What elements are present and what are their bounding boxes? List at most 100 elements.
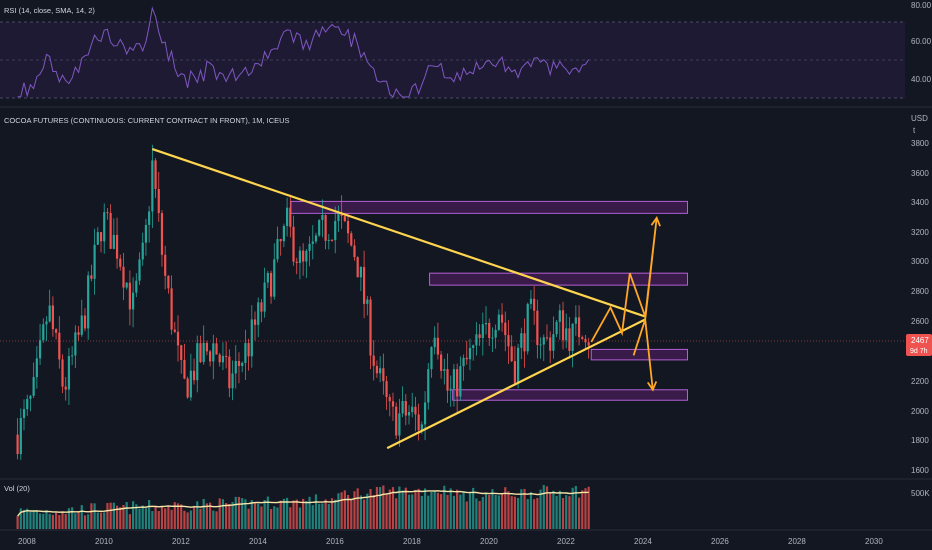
price-axis: 3800 3600 3400 3200 3000 2800 2600 2400 … <box>911 139 929 475</box>
volume-bar <box>456 489 459 529</box>
candle-body <box>356 257 359 278</box>
candle-body <box>484 322 488 325</box>
candle-body <box>388 396 391 402</box>
price-tick: 3400 <box>911 198 929 207</box>
candle-body <box>16 434 19 455</box>
volume-bar <box>523 488 526 529</box>
volume-ma-line <box>17 490 589 517</box>
arrowhead <box>646 381 658 392</box>
volume-bar <box>257 503 260 529</box>
candle-body <box>465 357 468 360</box>
volume-bar <box>115 505 119 529</box>
projection-path[interactable] <box>590 217 658 390</box>
candle-body <box>138 259 141 281</box>
candle-body <box>420 424 423 431</box>
candle-body <box>526 303 529 352</box>
candle-body <box>427 369 430 403</box>
candle-body <box>237 360 241 367</box>
candle-body <box>504 322 507 336</box>
volume-bar <box>577 497 581 529</box>
volume-bar <box>385 494 388 529</box>
rsi-pane[interactable]: RSI (14, close, SMA, 14, 2) 80.00 60.00 … <box>0 1 932 99</box>
volume-bar <box>42 513 45 529</box>
volume-bar <box>71 507 74 529</box>
candle-body <box>298 250 302 264</box>
resistance-support-zones <box>290 200 688 401</box>
candle-body <box>247 343 250 357</box>
volume-bar <box>96 512 99 529</box>
candle-body <box>22 409 26 418</box>
candle-body <box>359 267 362 278</box>
volume-bar <box>269 509 273 529</box>
candle-body <box>462 357 465 367</box>
volume-bar <box>346 494 350 529</box>
volume-bar <box>465 501 468 529</box>
volume-bar <box>314 494 318 529</box>
projection-arrowheads <box>646 215 661 392</box>
volume-bar <box>584 488 587 529</box>
volume-bar <box>391 487 395 529</box>
price-zone[interactable] <box>429 272 688 286</box>
volume-bar <box>571 487 574 529</box>
volume-bar <box>395 498 398 529</box>
volume-bar <box>122 504 125 529</box>
price-zone[interactable] <box>590 348 688 361</box>
volume-bar <box>311 505 314 529</box>
volume-bar <box>109 502 112 529</box>
time-axis: 2008 2010 2012 2014 2016 2018 2020 2022 … <box>0 529 932 546</box>
candle-body <box>417 414 420 431</box>
candle-body <box>523 333 526 352</box>
volume-bar <box>375 486 379 529</box>
volume-bar <box>176 503 180 529</box>
volume-bar <box>561 498 565 529</box>
volume-bar <box>449 488 452 529</box>
candle-body <box>488 322 491 338</box>
volume-bar <box>308 496 311 529</box>
trendline[interactable] <box>386 318 646 450</box>
price-zone[interactable] <box>452 389 688 401</box>
volume-bar <box>478 501 481 529</box>
volume-bar <box>231 501 234 529</box>
volume-bar <box>125 501 128 529</box>
candle-body <box>180 345 183 360</box>
volume-bar <box>228 504 231 529</box>
volume-bar <box>337 493 340 529</box>
main-pane[interactable]: COCOA FUTURES (CONTINUOUS: CURRENT CONTR… <box>0 114 932 475</box>
price-tick: 3600 <box>911 169 929 178</box>
candle-body <box>574 317 577 324</box>
volume-bar <box>157 511 160 529</box>
volume-bar <box>119 507 122 529</box>
trendlines[interactable] <box>151 148 646 450</box>
volume-bar <box>170 509 173 529</box>
candle-body <box>61 359 64 387</box>
candle-body <box>48 305 51 322</box>
volume-bar <box>250 500 253 529</box>
volume-bar <box>443 485 446 529</box>
candle-body <box>215 343 218 355</box>
volume-pane[interactable]: Vol (20) 500K <box>0 478 932 529</box>
candle-body <box>584 338 587 343</box>
candle-body <box>279 239 282 242</box>
candle-body <box>135 280 138 293</box>
candle-body <box>67 356 71 390</box>
volume-bar <box>19 508 22 529</box>
volume-bar <box>507 491 510 529</box>
volume-bar <box>565 495 568 529</box>
volume-bar <box>587 486 590 529</box>
candle-body <box>529 298 533 304</box>
candle-body <box>42 324 45 341</box>
volume-bar <box>244 499 247 529</box>
volume-bar <box>324 499 327 529</box>
candle-body <box>372 355 375 366</box>
candle-body <box>151 160 154 212</box>
candle-body <box>517 347 520 384</box>
price-zone[interactable] <box>290 200 688 214</box>
volume-bar <box>212 510 215 529</box>
volume-bar <box>298 507 302 529</box>
candle-body <box>269 272 273 297</box>
volume-bar <box>93 503 96 529</box>
volume-bar <box>520 489 523 529</box>
candle-body <box>545 337 549 339</box>
trendline[interactable] <box>151 148 646 318</box>
